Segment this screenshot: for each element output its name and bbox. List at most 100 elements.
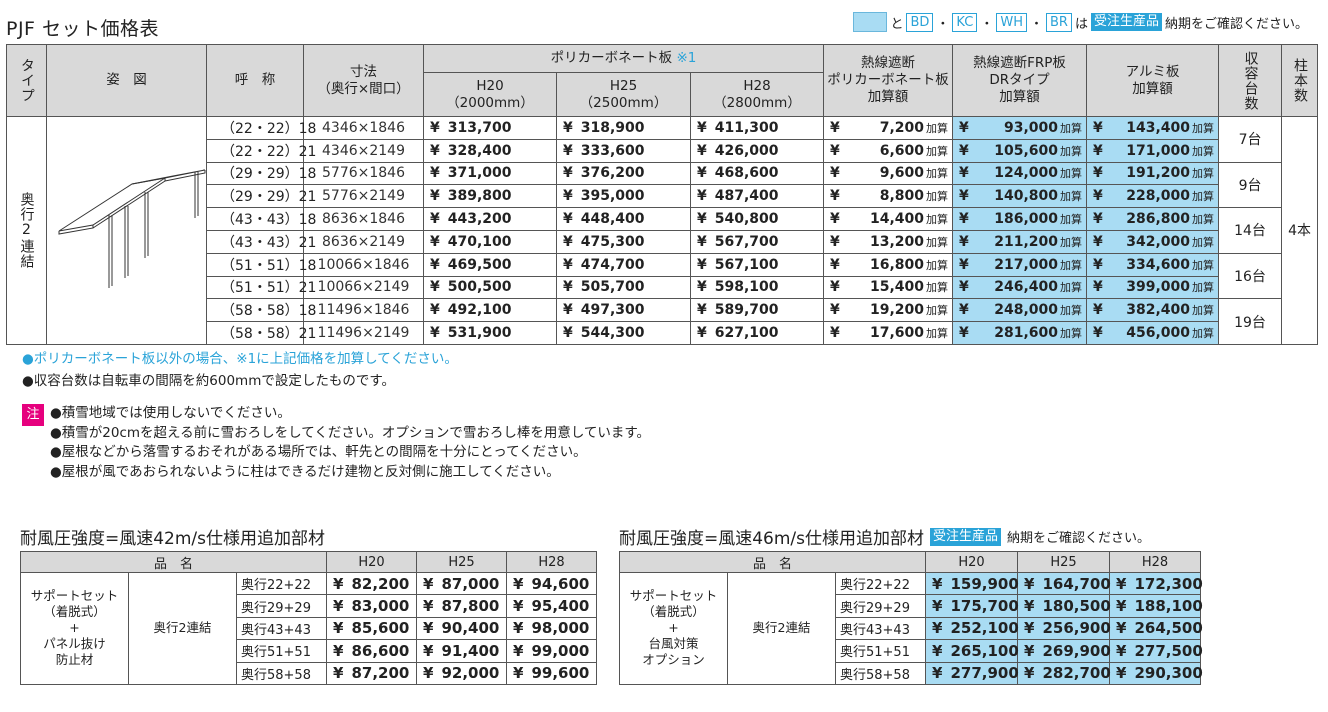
caution-badge: 注 bbox=[22, 404, 44, 426]
add-frp: ¥248,000 加算 bbox=[952, 298, 1088, 323]
add-frp: ¥186,000 加算 bbox=[952, 207, 1088, 231]
price-h28: ¥540,800 bbox=[689, 207, 825, 231]
header-h28: H28 bbox=[506, 551, 598, 573]
table-row: 奥行51+51 ¥265,100 ¥269,900 ¥277,500 bbox=[620, 639, 1203, 663]
row-depth: 奥行43+43 bbox=[235, 616, 328, 641]
legend-dot: ・ bbox=[936, 16, 950, 32]
price-h25: ¥544,300 bbox=[556, 321, 691, 345]
table-row: サポートセット （着脱式） + 台風対策 オプション 奥行2連結 奥行22+22 ¥159,9… bbox=[619, 571, 1203, 685]
row-size: 8636×1846 bbox=[303, 207, 424, 231]
item-name: サポートセット （着脱式） + 台風対策 オプション bbox=[619, 572, 728, 685]
add-alu: ¥228,000 加算 bbox=[1086, 184, 1220, 209]
price-h28: ¥487,400 bbox=[689, 184, 825, 209]
price-h20: ¥531,900 bbox=[423, 321, 557, 345]
capacity-cell: 16台 bbox=[1218, 252, 1283, 300]
price-h25: ¥256,900 bbox=[1017, 616, 1111, 641]
table-row: 奥行58+58 ¥277,900 ¥282,700 ¥290,300 bbox=[620, 661, 1203, 685]
carport-figure bbox=[58, 169, 206, 289]
price-h20: ¥83,000 bbox=[326, 594, 418, 618]
row-depth: 奥行29+29 bbox=[834, 594, 927, 618]
col-size: 寸法 （奥行×間口） bbox=[303, 44, 424, 117]
table-row: 奥行43+43 ¥85,600 ¥90,400 ¥98,000 bbox=[21, 616, 598, 641]
price-h28: ¥99,000 bbox=[506, 639, 598, 663]
page-title: PJF セット価格表 bbox=[6, 18, 160, 40]
price-h20: ¥82,200 bbox=[326, 571, 418, 596]
row-depth: 奥行51+51 bbox=[235, 639, 328, 663]
wind46-table: 品 名 H20 H25 H28 サポートセット （着脱式） + 台風対策 オプション 奥行2連結奥… bbox=[618, 551, 1203, 685]
table-row: （58・58）21 11496×2149 ¥531,900 ¥544,300 ¥627,… bbox=[7, 321, 1318, 345]
add-alu: ¥399,000 加算 bbox=[1086, 275, 1220, 300]
confirm-text: 納期をご確認ください。 bbox=[1007, 531, 1151, 546]
row-size: 10066×1846 bbox=[303, 252, 424, 277]
price-h25: ¥282,700 bbox=[1017, 661, 1111, 685]
table-row: 奥行29+29 ¥83,000 ¥87,800 ¥95,400 bbox=[21, 594, 598, 618]
row-name: （51・51）21 bbox=[206, 275, 316, 300]
add-alu: ¥191,200 加算 bbox=[1086, 161, 1220, 186]
table-row: 奥行2連結 （22・22）18 4346×1846 ¥313,700 ¥318,900 ¥… bbox=[6, 116, 1319, 345]
price-h28: ¥411,300 bbox=[689, 116, 825, 140]
price-h25: ¥269,900 bbox=[1017, 639, 1111, 663]
add-heat: ¥6,600 加算 bbox=[823, 138, 954, 163]
table-row: 奥行43+43 ¥252,100 ¥256,900 ¥264,500 bbox=[620, 616, 1203, 641]
add-alu: ¥143,400 加算 bbox=[1086, 116, 1220, 140]
col-figure: 姿 図 bbox=[46, 44, 207, 117]
add-heat: ¥13,200 加算 bbox=[823, 229, 954, 254]
legend: と BD ・ KC ・ WH ・ BR は 受注生産品 納期をご確認ください。 bbox=[853, 12, 1308, 32]
col-type: タイプ bbox=[6, 44, 47, 117]
price-table: タイプ 姿 図 呼 称 寸法 （奥行×間口） ポリカーボネート板 ※1 熱線遮断ポ… bbox=[6, 44, 1319, 345]
legend-text: と bbox=[890, 16, 904, 32]
header-h20: H20 bbox=[925, 551, 1019, 573]
price-h20: ¥313,700 bbox=[423, 116, 557, 140]
price-h28: ¥589,700 bbox=[689, 298, 825, 323]
row-name: （22・22）21 bbox=[206, 138, 316, 163]
row-size: 4346×2149 bbox=[303, 138, 424, 163]
row-size: 8636×2149 bbox=[303, 229, 424, 254]
capacity-cell: 9台 bbox=[1218, 161, 1283, 209]
price-h20: ¥492,100 bbox=[423, 298, 557, 323]
price-h25: ¥333,600 bbox=[556, 138, 691, 163]
wind42-title: 耐風圧強度=風速42m/s仕様用追加部材 bbox=[20, 529, 326, 549]
add-heat: ¥9,600 加算 bbox=[823, 161, 954, 186]
price-h20: ¥86,600 bbox=[326, 639, 418, 663]
add-heat: ¥19,200 加算 bbox=[823, 298, 954, 323]
price-h25: ¥87,000 bbox=[416, 571, 508, 596]
price-h25: ¥395,000 bbox=[556, 184, 691, 209]
price-h25: ¥497,300 bbox=[556, 298, 691, 323]
price-h25: ¥474,700 bbox=[556, 252, 691, 277]
table-header-row: 品 名 H20 H25 H28 bbox=[19, 551, 598, 573]
col-h20: H20 （2000mm） bbox=[423, 72, 557, 117]
row-depth: 奥行22+22 bbox=[235, 571, 328, 596]
capacity-cell: 7台 bbox=[1218, 116, 1283, 163]
price-h25: ¥164,700 bbox=[1017, 571, 1111, 596]
price-h28: ¥277,500 bbox=[1109, 639, 1203, 663]
header-item: 品 名 bbox=[19, 551, 328, 573]
row-depth: 奥行51+51 bbox=[834, 639, 927, 663]
price-h28: ¥468,600 bbox=[689, 161, 825, 186]
table-row: （43・43）21 8636×2149 ¥470,100 ¥475,300 ¥567,7… bbox=[7, 229, 1318, 254]
capacity-cell: 14台 bbox=[1218, 207, 1283, 254]
table-row: （29・29）18 5776×1846 ¥371,000 ¥376,200 ¥468,6… bbox=[7, 161, 1318, 209]
caution-list: ●積雪地域では使用しないでください。 ●積雪が20cmを超える前に雪おろしをして… bbox=[50, 404, 650, 482]
header-item: 品 名 bbox=[618, 551, 927, 573]
note-1: ●ポリカーボネート板以外の場合、※1に上記価格を加算してください。 bbox=[22, 351, 458, 367]
price-h25: ¥180,500 bbox=[1017, 594, 1111, 618]
price-h25: ¥318,900 bbox=[556, 116, 691, 140]
add-frp: ¥140,800 加算 bbox=[952, 184, 1088, 209]
add-frp: ¥211,200 加算 bbox=[952, 229, 1088, 254]
add-frp: ¥124,000 加算 bbox=[952, 161, 1088, 186]
price-h28: ¥567,100 bbox=[689, 252, 825, 277]
col-alu: アルミ板 加算額 bbox=[1086, 44, 1220, 117]
posts-cell: 4本 bbox=[1281, 116, 1319, 345]
note-2: ●収容台数は自転車の間隔を約600mmで設定したものです。 bbox=[22, 373, 395, 389]
price-h20: ¥470,100 bbox=[423, 229, 557, 254]
col-h28: H28 （2800mm） bbox=[689, 72, 825, 117]
price-h28: ¥99,600 bbox=[506, 661, 598, 685]
legend-dot: ・ bbox=[980, 16, 994, 32]
add-frp: ¥93,000 加算 bbox=[952, 116, 1088, 140]
caution-item: ●積雪が20cmを超える前に雪おろしをしてください。オプションで雪おろし棒を用意… bbox=[50, 424, 651, 441]
table-row: 奥行58+58 ¥87,200 ¥92,000 ¥99,600 bbox=[21, 661, 598, 685]
header-h25: H25 bbox=[416, 551, 508, 573]
row-name: （29・29）18 bbox=[206, 161, 316, 186]
price-h20: ¥277,900 bbox=[925, 661, 1019, 685]
order-badge: 受注生産品 bbox=[930, 527, 1002, 546]
